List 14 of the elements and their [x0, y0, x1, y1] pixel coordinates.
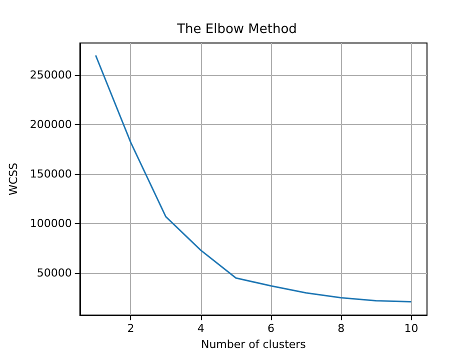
- y-tick-label: 150000: [30, 168, 72, 181]
- line-series: [94, 54, 412, 302]
- y-tick-label: 200000: [30, 118, 72, 132]
- x-tick-label: 4: [197, 322, 204, 336]
- y-tick-label: 50000: [36, 266, 72, 280]
- x-axis-title: Number of clusters: [200, 338, 306, 351]
- x-tick-label: 2: [127, 322, 134, 336]
- chart-title: The Elbow Method: [176, 22, 297, 37]
- y-tick-label: 250000: [30, 68, 72, 82]
- y-tick-label: 100000: [30, 217, 72, 230]
- x-tick-label: 8: [338, 322, 345, 336]
- y-axis-title: WCSS: [7, 162, 20, 196]
- x-tick-label: 10: [404, 322, 418, 336]
- x-tick-label: 6: [267, 322, 274, 336]
